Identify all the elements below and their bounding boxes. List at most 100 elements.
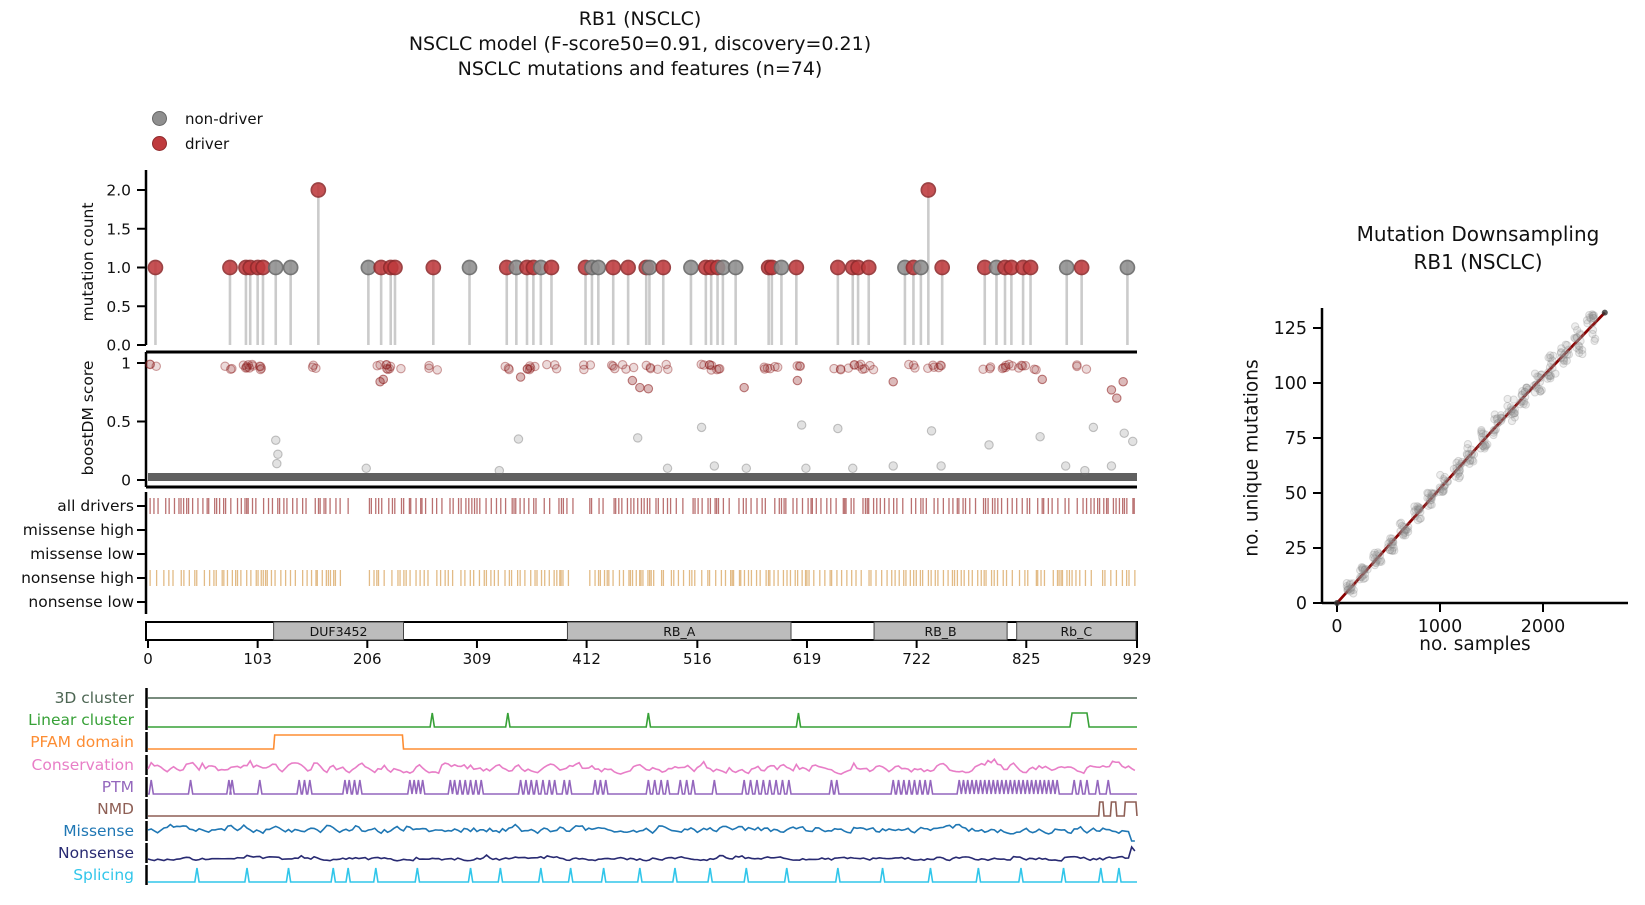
boostdm-nondriver-point — [632, 433, 643, 443]
downsampling-point — [1429, 489, 1438, 498]
downsampling-point — [1576, 337, 1585, 346]
boostdm-driver-point — [933, 362, 944, 373]
boostdm-driver-point — [1112, 393, 1122, 403]
downsampling-point — [1590, 336, 1599, 346]
boostdm-driver-point — [503, 363, 514, 374]
boostdm-driver-point — [424, 363, 434, 373]
boostdm-driver-point — [978, 364, 988, 374]
boostdm-driver-point — [145, 359, 156, 370]
boostdm-driver-point — [617, 359, 628, 370]
downsampling-point — [1546, 372, 1555, 381]
downsampling-point — [1404, 522, 1413, 531]
boostdm-ytick-label: 0.5 — [106, 413, 131, 431]
boostdm-driver-point — [525, 363, 536, 373]
boostdm-driver-point — [792, 375, 803, 386]
feature-line — [147, 845, 1136, 862]
boostdm-driver-point — [714, 363, 725, 374]
downsampling-point — [1588, 311, 1597, 321]
downsampling-point — [1537, 370, 1546, 379]
domain-label: DUF3452 — [310, 624, 368, 639]
downsampling-point — [1490, 415, 1499, 424]
boostdm-driver-point — [220, 361, 230, 371]
boostdm-driver-point — [772, 362, 783, 372]
downsampling-point — [1424, 501, 1433, 510]
downsampling-point — [1426, 496, 1435, 505]
downsampling-point — [1404, 527, 1413, 536]
downsampling-point — [1440, 472, 1449, 482]
downsampling-point — [1479, 441, 1488, 451]
boostdm-driver-point — [936, 360, 946, 371]
downsampling-point — [1591, 334, 1600, 343]
boostdm-panel: 00.51 — [106, 352, 1137, 490]
legend-label-nondriver: non-driver — [185, 109, 263, 128]
boostdm-driver-point — [997, 363, 1008, 374]
nondriver-swatch-icon — [152, 111, 167, 126]
boostdm-nondriver-point — [696, 422, 707, 433]
downsampling-point — [1530, 369, 1540, 378]
protein-domain — [273, 621, 405, 641]
downsampling-point — [1571, 322, 1580, 331]
protein-xtick-label: 309 — [463, 650, 492, 668]
downsampling-point — [1358, 565, 1367, 574]
downsampling-point — [1576, 330, 1585, 339]
downsampling-point — [1457, 457, 1467, 467]
boostdm-driver-point — [699, 360, 709, 370]
boostdm-driver-point — [311, 363, 321, 374]
downsampling-point — [1377, 557, 1386, 566]
downsampling-point — [1463, 454, 1472, 463]
downsampling-point — [1478, 435, 1487, 444]
needle-ytick-label: 1.5 — [106, 220, 131, 238]
boostdm-driver-point — [308, 360, 319, 371]
downsampling-point — [1532, 383, 1541, 393]
downsampling-point — [1467, 449, 1476, 459]
downsampling-point — [1371, 558, 1380, 567]
feature-track-linear-cluster — [145, 710, 1137, 730]
downsampling-point — [1462, 457, 1471, 467]
boostdm-driver-point — [829, 363, 839, 374]
downsampling-point — [1585, 313, 1594, 322]
downsampling-point — [1544, 371, 1553, 380]
downsampling-point — [1465, 459, 1474, 468]
downsampling-point — [1481, 430, 1490, 439]
downsampling-point — [1430, 489, 1439, 498]
downsampling-point — [1453, 469, 1463, 478]
downsampling-point — [1443, 477, 1452, 486]
downsampling-point — [1559, 354, 1568, 363]
driver-dot — [1022, 259, 1039, 276]
downsampling-point — [1399, 531, 1408, 540]
boostdm-driver-point — [908, 360, 919, 370]
nondriver-dot — [715, 259, 731, 276]
downsampling-point — [1360, 570, 1370, 579]
downsampling-point — [1386, 546, 1395, 555]
protein-xtick-label: 103 — [243, 650, 272, 668]
boostdm-driver-point — [500, 361, 510, 372]
downsampling-point — [1343, 586, 1352, 595]
downsampling-point — [1390, 546, 1399, 555]
protein-xtick-label: 722 — [902, 650, 931, 668]
downsampling-point — [1588, 329, 1597, 339]
downsampling-point — [1544, 368, 1553, 377]
downsampling-point — [1489, 430, 1498, 440]
downsampling-point — [1374, 549, 1384, 558]
feature-line — [147, 757, 1136, 775]
boostdm-nondriver-point — [833, 423, 843, 434]
downsampling-point — [1440, 476, 1449, 485]
boostdm-driver-point — [635, 382, 645, 393]
nondriver-dot — [282, 259, 299, 276]
boostdm-driver-point — [843, 363, 854, 373]
downsampling-point — [1386, 537, 1395, 546]
downsampling-point — [1463, 443, 1472, 453]
downsampling-point — [1520, 387, 1530, 396]
boostdm-driver-point — [641, 360, 652, 371]
downsampling-ytick-label: 75 — [1285, 429, 1307, 449]
downsampling-point — [1415, 505, 1424, 514]
boostdm-driver-point — [254, 361, 265, 372]
downsampling-point — [1578, 349, 1587, 359]
downsampling-ytick-label: 0 — [1296, 594, 1307, 614]
track-label-nonsense-low: nonsense low — [28, 593, 134, 611]
downsampling-point — [1575, 329, 1585, 338]
downsampling-point — [1544, 353, 1553, 362]
driver-dot — [620, 259, 636, 276]
feature-track-nmd — [145, 799, 1138, 819]
downsampling-point — [1376, 556, 1385, 565]
